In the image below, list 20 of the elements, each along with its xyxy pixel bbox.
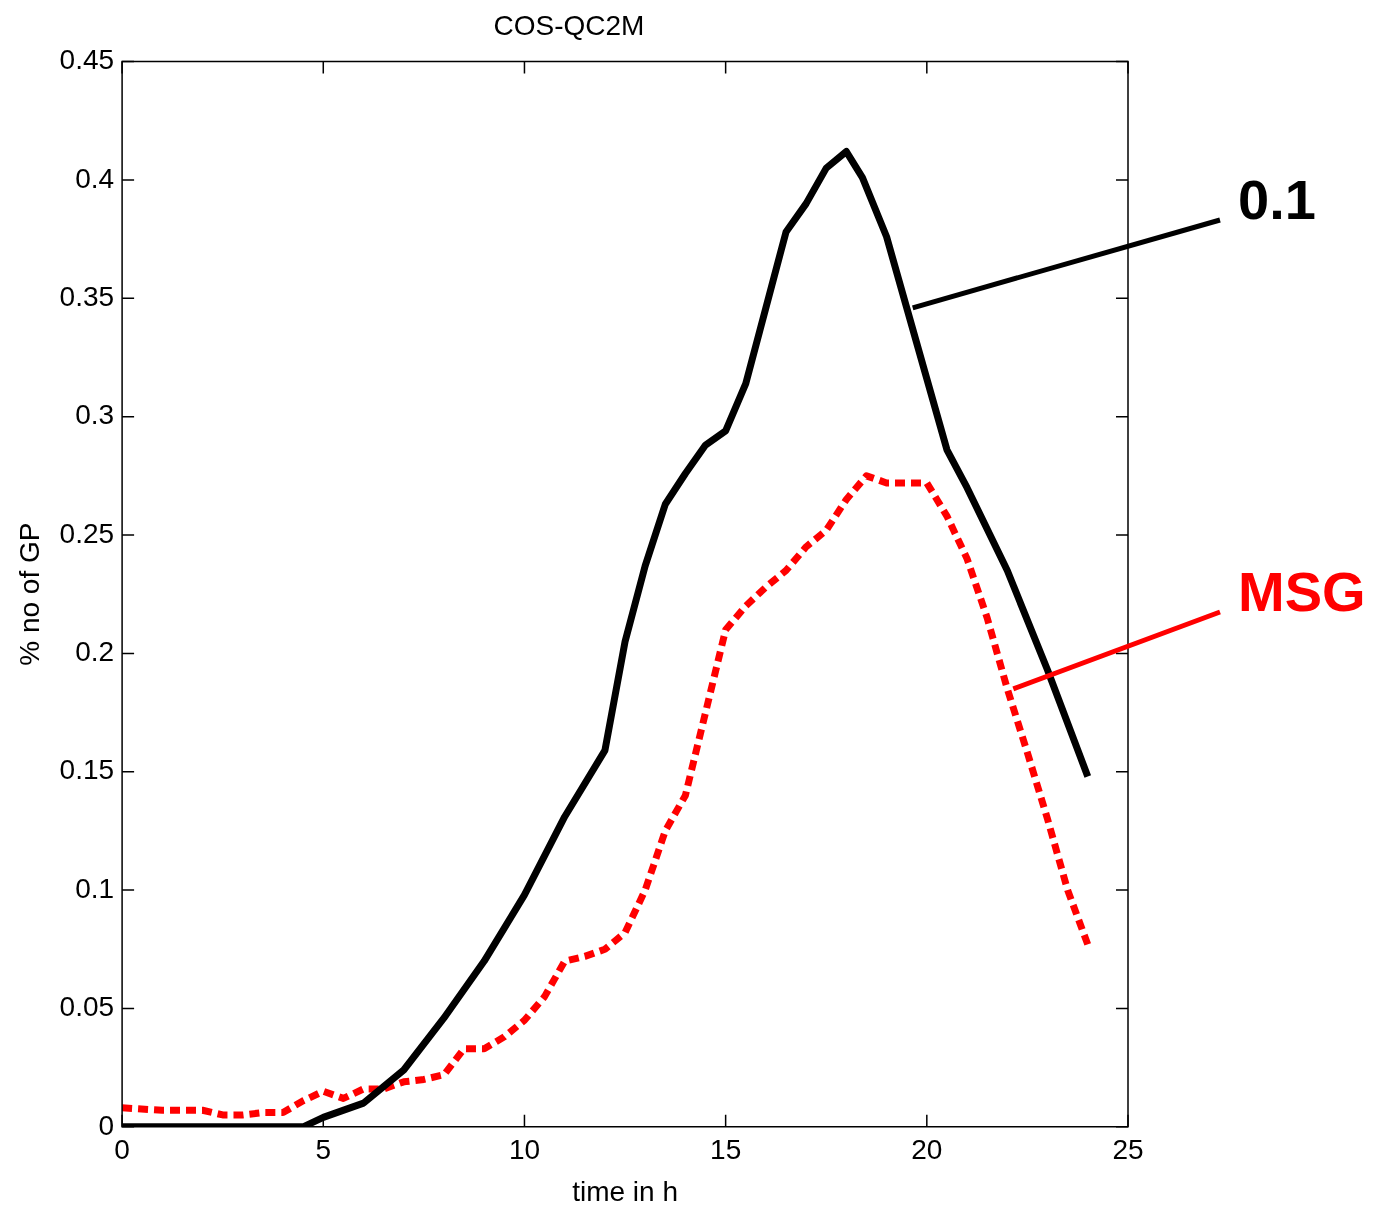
y-tick-label: 0.3 xyxy=(75,399,115,431)
x-axis-title: time in h xyxy=(572,1175,678,1207)
y-tick-label: 0.35 xyxy=(59,281,115,313)
y-tick-label: 0.2 xyxy=(75,636,115,668)
y-tick-label: 0 xyxy=(98,1109,115,1141)
x-tick-label: 5 xyxy=(315,1134,332,1166)
y-tick-label: 0.25 xyxy=(59,517,115,549)
y-tick-label: 0.05 xyxy=(59,991,115,1023)
legend-label: 0.1 xyxy=(1238,168,1316,232)
x-tick-label: 15 xyxy=(710,1134,742,1166)
chart-title: COS-QC2M xyxy=(493,9,645,41)
x-tick-label: 25 xyxy=(1112,1134,1144,1166)
text: MSG xyxy=(1238,560,1366,624)
y-tick-label: 0.45 xyxy=(59,44,115,76)
y-tick-label: 0.15 xyxy=(59,754,115,786)
y-axis-title: % no of GP xyxy=(13,522,45,666)
y-tick-label: 0.4 xyxy=(75,162,115,194)
x-tick-label: 10 xyxy=(508,1134,541,1166)
x-tick-label: 20 xyxy=(911,1134,943,1166)
y-tick-label: 0.1 xyxy=(75,872,115,904)
